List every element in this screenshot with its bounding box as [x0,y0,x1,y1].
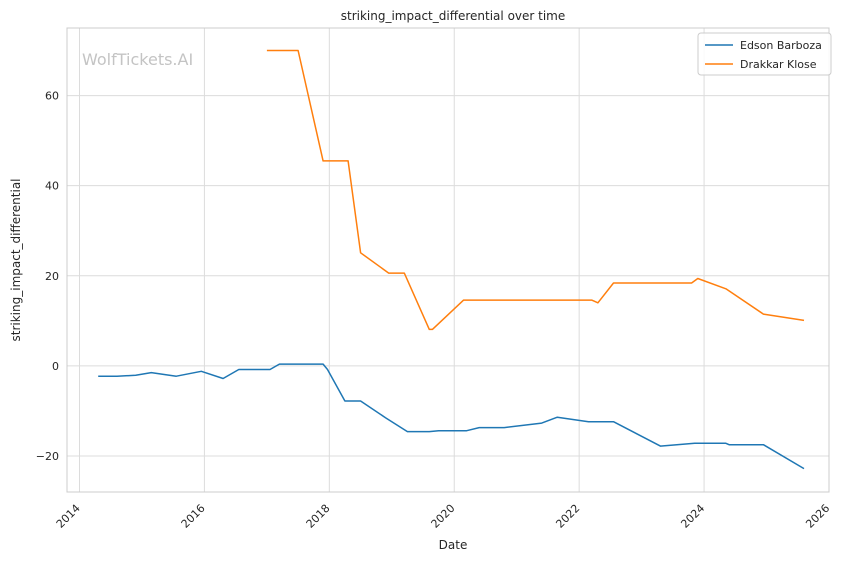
legend-label-edson-barboza: Edson Barboza [740,39,822,52]
legend-label-drakkar-klose: Drakkar Klose [740,58,817,71]
grid [67,28,830,492]
plot-frame [66,27,830,493]
y-axis-label: striking_impact_differential [9,178,23,341]
y-tick-labels: −20 0 20 40 60 [36,90,59,463]
watermark: WolfTickets.AI [82,50,193,69]
x-axis-label: Date [439,538,468,552]
y-tick-label: 20 [45,270,59,283]
legend: Edson Barboza Drakkar Klose [697,32,832,76]
y-tick-label: −20 [36,450,59,463]
y-tick-label: 40 [45,180,59,193]
y-tick-label: 0 [52,360,59,373]
series-layer [98,49,805,470]
chart-title: striking_impact_differential over time [341,9,566,23]
y-tick-label: 60 [45,90,59,103]
series-line-drakkar-klose [266,49,805,331]
series-line-edson-barboza [98,363,805,470]
